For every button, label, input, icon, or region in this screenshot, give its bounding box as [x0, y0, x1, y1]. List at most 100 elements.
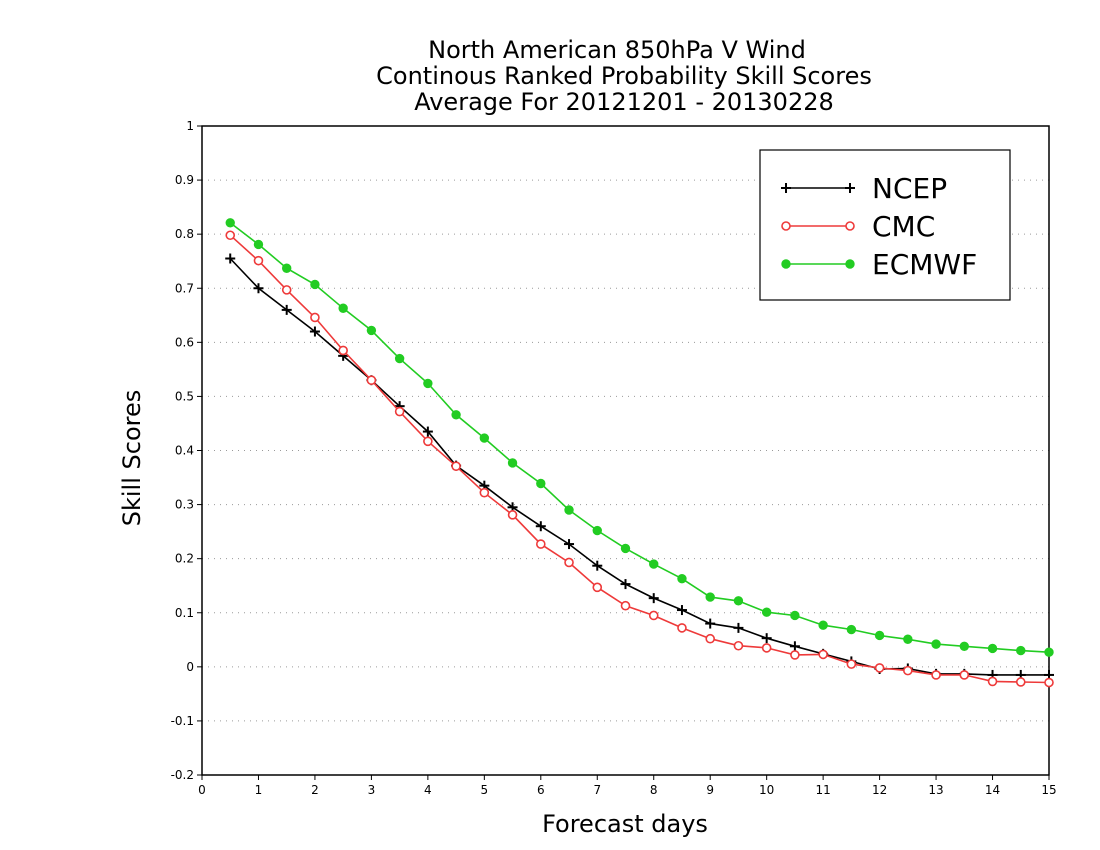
- data-point-cmc: [846, 659, 857, 669]
- y-tick-label: 0.9: [175, 173, 194, 187]
- legend-label-ecmwf: ECMWF: [872, 248, 977, 281]
- legend-item-ecmwf: ECMWF: [781, 248, 977, 281]
- data-point-cmc: [987, 676, 998, 687]
- x-tick-label: 9: [706, 783, 714, 797]
- data-point-cmc: [931, 670, 941, 680]
- data-point-ecmwf: [394, 353, 405, 364]
- data-point-ecmwf: [846, 624, 857, 635]
- data-point-cmc: [620, 600, 631, 611]
- data-point-ecmwf: [818, 620, 828, 630]
- y-tick-label: 0.2: [175, 552, 194, 566]
- y-tick-label: 0.4: [175, 444, 194, 458]
- data-point-cmc: [535, 539, 546, 549]
- data-point-ecmwf: [874, 630, 885, 641]
- y-axis-label: Skill Scores: [118, 390, 146, 527]
- data-point-ecmwf: [705, 592, 715, 602]
- y-tick-label: -0.1: [171, 714, 194, 728]
- data-point-ncep: [422, 426, 433, 437]
- data-point-ecmwf: [959, 641, 969, 651]
- data-point-cmc: [394, 406, 405, 417]
- y-tick-label: 0.6: [175, 335, 194, 349]
- data-point-cmc: [366, 375, 377, 385]
- x-tick-label: 8: [650, 783, 658, 797]
- data-point-ncep: [253, 283, 264, 294]
- data-point-cmc: [592, 582, 603, 593]
- x-axis-label: Forecast days: [542, 810, 708, 838]
- x-tick-label: 12: [872, 783, 887, 797]
- data-point-cmc: [479, 487, 490, 498]
- data-point-cmc: [677, 623, 687, 633]
- legend-marker-ncep: [781, 183, 791, 193]
- data-point-ncep: [620, 579, 631, 590]
- data-point-ecmwf: [649, 559, 659, 569]
- data-point-cmc: [253, 255, 264, 266]
- series-ecmwf: [225, 218, 1054, 657]
- x-tick-label: 4: [424, 783, 432, 797]
- data-point-ecmwf: [338, 303, 348, 313]
- data-point-ecmwf: [1016, 645, 1026, 656]
- data-point-ecmwf: [1044, 647, 1054, 657]
- legend-marker-ncep: [845, 183, 855, 193]
- data-point-ncep: [761, 633, 772, 644]
- legend-item-ncep: NCEP: [781, 172, 947, 205]
- data-point-ecmwf: [536, 478, 546, 489]
- data-point-cmc: [818, 649, 828, 660]
- data-point-ncep: [309, 326, 320, 337]
- data-point-cmc: [705, 633, 716, 644]
- x-tick-label: 0: [198, 783, 206, 797]
- data-point-ecmwf: [507, 458, 518, 468]
- data-point-ecmwf: [282, 263, 292, 273]
- data-point-ncep: [705, 618, 716, 629]
- legend-item-cmc: CMC: [781, 210, 935, 243]
- legend-marker-cmc: [781, 221, 791, 231]
- data-point-ncep: [676, 605, 687, 616]
- data-point-ecmwf: [790, 610, 800, 621]
- data-point-cmc: [1015, 677, 1026, 687]
- x-tick-label: 7: [593, 783, 601, 797]
- y-tick-label: -0.2: [171, 768, 194, 782]
- data-point-ecmwf: [733, 596, 744, 606]
- data-point-ecmwf: [761, 607, 772, 617]
- series-group: [225, 218, 1054, 688]
- data-point-cmc: [310, 312, 320, 323]
- x-tick-label: 6: [537, 783, 545, 797]
- x-tick-label: 15: [1041, 783, 1056, 797]
- data-point-ecmwf: [310, 279, 320, 290]
- x-tick-label: 3: [368, 783, 376, 797]
- legend-label-ncep: NCEP: [872, 172, 947, 205]
- data-point-cmc: [959, 670, 970, 680]
- x-tick-label: 13: [928, 783, 943, 797]
- data-point-ncep: [281, 304, 292, 315]
- legend-marker-ecmwf: [845, 259, 855, 269]
- data-point-ecmwf: [931, 639, 941, 649]
- chart-title: North American 850hPa V Wind: [428, 36, 806, 64]
- series-cmc: [225, 230, 1054, 688]
- data-point-ecmwf: [903, 634, 913, 644]
- x-tick-label: 5: [481, 783, 489, 797]
- x-axis: 0 1 2 3 4 5 6 7 8 9 10 11 12 13 14 15: [198, 775, 1057, 797]
- x-tick-label: 1: [255, 783, 263, 797]
- data-point-cmc: [761, 643, 772, 653]
- data-point-cmc: [874, 663, 885, 673]
- x-tick-label: 2: [311, 783, 319, 797]
- data-point-ncep: [789, 641, 800, 652]
- data-point-ecmwf: [423, 378, 433, 389]
- legend-box: [759, 149, 1011, 301]
- data-point-ncep: [648, 593, 659, 604]
- data-point-ecmwf: [592, 525, 602, 536]
- data-point-ncep: [225, 253, 236, 264]
- data-point-ncep: [564, 539, 575, 550]
- data-point-cmc: [564, 557, 574, 568]
- data-point-ncep: [592, 560, 603, 571]
- data-point-cmc: [733, 640, 744, 651]
- chart-subtitle-line-1: Continous Ranked Probability Skill Score…: [376, 62, 872, 90]
- data-point-cmc: [903, 665, 913, 676]
- data-point-ecmwf: [479, 433, 490, 443]
- y-axis: -0.2 -0.1 0 0.1 0.2 0.3 0.4 0.5 0.6 0.7 0.8 0.9 1: [171, 119, 202, 782]
- data-point-ecmwf: [677, 573, 687, 584]
- y-tick-label: 0.8: [175, 227, 194, 241]
- y-tick-label: 0.1: [175, 606, 194, 620]
- data-point-ecmwf: [225, 218, 235, 228]
- x-tick-label: 11: [815, 783, 830, 797]
